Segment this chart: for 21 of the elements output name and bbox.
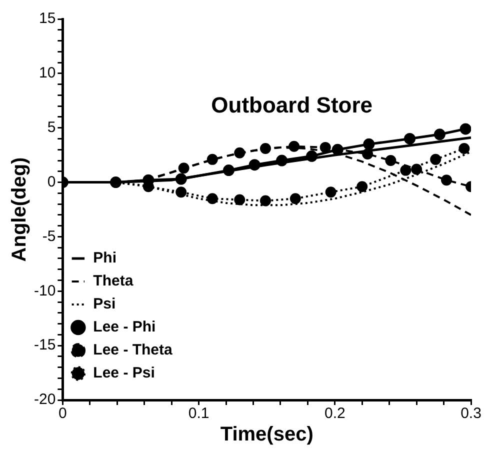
x-axis-title: Time(sec)	[220, 424, 314, 446]
x-tick-label: 0.1	[188, 405, 210, 422]
legend-label: Lee - Phi	[93, 318, 156, 336]
legend-label: Psi	[93, 296, 116, 313]
y-tick-label: -15	[34, 336, 56, 354]
x-tick-label: 0	[58, 405, 67, 422]
y-tick-label: -10	[34, 282, 56, 300]
y-tick-label: 5	[47, 119, 56, 136]
y-tick-label: 10	[38, 64, 56, 82]
legend-label: Lee - Psi	[93, 364, 155, 382]
text: Outboard Store	[211, 92, 373, 118]
y-tick-label: 15	[38, 10, 56, 28]
y-tick-label: -20	[34, 391, 56, 408]
legend-label: Theta	[93, 272, 134, 290]
legend-label: Lee - Theta	[93, 342, 174, 359]
x-tick-label: 0.3	[460, 405, 482, 422]
y-tick-label: 0	[47, 173, 56, 190]
legend-label: Phi	[93, 250, 117, 267]
y-tick-label: -5	[42, 228, 56, 245]
x-tick-label: 0.2	[324, 405, 346, 422]
y-axis-title: Angle(deg)	[8, 157, 31, 262]
